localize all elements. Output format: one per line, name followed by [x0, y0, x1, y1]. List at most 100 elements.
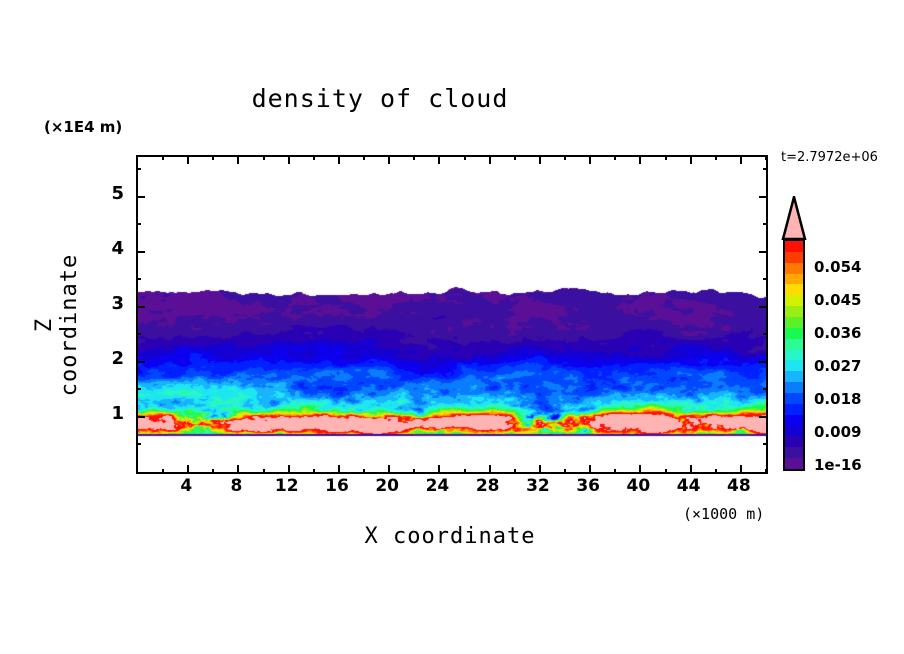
x-axis-tick [212, 469, 215, 474]
y-axis-tick [136, 333, 141, 336]
colorbar-band [785, 413, 803, 426]
y-axis-tick [136, 250, 145, 253]
colorbar-band [785, 261, 803, 274]
x-axis-tick [614, 155, 617, 160]
x-axis-tick [187, 465, 190, 474]
x-axis-title: X coordinate [364, 524, 536, 549]
x-axis-tick [564, 155, 567, 160]
y-axis-tick [763, 278, 768, 281]
x-axis-tick [463, 155, 466, 160]
x-axis-tick-label: 40 [626, 476, 651, 496]
y-axis-tick [136, 223, 141, 226]
x-axis-tick [714, 469, 717, 474]
y-axis-tick [136, 443, 141, 446]
x-axis-tick-label: 36 [576, 476, 600, 496]
colorbar-band [785, 369, 803, 383]
colorbar [783, 239, 805, 471]
x-axis-tick [287, 465, 290, 474]
x-axis-tick [438, 155, 441, 164]
x-axis-tick [262, 155, 265, 160]
colorbar-band [785, 391, 803, 404]
y-axis-tick [763, 223, 768, 226]
y-axis-tick [136, 168, 141, 171]
colorbar-band [785, 445, 803, 459]
x-axis-tick [312, 155, 315, 160]
colorbar-tick-label: 1e-16 [814, 456, 862, 474]
x-axis-tick [714, 155, 717, 160]
colorbar-band [785, 337, 803, 350]
x-axis-tick [614, 469, 617, 474]
x-axis-tick [664, 155, 667, 160]
x-axis-tick [237, 465, 240, 474]
z-axis-unit-label: (×1E4 m) [44, 118, 123, 136]
colorbar-band [785, 358, 803, 372]
x-axis-tick [262, 469, 265, 474]
y-axis-tick [763, 168, 768, 171]
x-axis-tick [765, 469, 767, 474]
colorbar-band [785, 424, 803, 437]
x-axis-tick [639, 465, 642, 474]
colorbar-tick-label: 0.018 [814, 390, 862, 408]
time-annotation: t=2.7972e+06 [781, 150, 878, 165]
x-axis-tick-label: 28 [475, 476, 500, 496]
x-axis-tick [413, 155, 416, 160]
colorbar-band [785, 380, 803, 393]
y-axis-tick [759, 195, 768, 198]
colorbar-band [785, 239, 803, 252]
y-axis-tick [763, 443, 768, 446]
colorbar-band [785, 282, 803, 296]
x-axis-tick [513, 155, 516, 160]
x-axis-tick [438, 465, 441, 474]
x-axis-tick [287, 155, 290, 164]
x-axis-tick [162, 469, 165, 474]
colorbar-band [785, 293, 803, 307]
y-axis-tick-label: 4 [111, 237, 124, 259]
x-axis-tick-label: 24 [425, 476, 450, 496]
x-axis-tick-label: 44 [676, 476, 701, 496]
colorbar-band [785, 304, 803, 317]
y-axis-tick [136, 388, 141, 391]
x-axis-tick [187, 155, 190, 164]
colorbar-tick-label: 0.027 [814, 357, 862, 375]
y-axis-tick [136, 360, 145, 363]
x-axis-tick [513, 469, 516, 474]
x-axis-tick [212, 155, 215, 160]
x-axis-tick-label: 20 [375, 476, 400, 496]
x-axis-tick-label: 32 [526, 476, 550, 496]
y-axis-tick [759, 250, 768, 253]
y-axis-tick [136, 415, 145, 418]
x-axis-tick [488, 465, 491, 474]
y-axis-tick [763, 333, 768, 336]
colorbar-band [785, 250, 803, 263]
y-axis-tick [136, 305, 145, 308]
y-axis-tick-label: 3 [111, 292, 124, 314]
x-axis-unit-label: (×1000 m) [683, 505, 765, 523]
y-axis-tick-label: 2 [111, 347, 124, 369]
colorbar-band [785, 272, 803, 285]
x-axis-tick [739, 465, 742, 474]
colorbar-band [785, 326, 803, 339]
y-axis-tick [759, 360, 768, 363]
contour-field [138, 157, 766, 472]
x-axis-tick-label: 8 [230, 476, 243, 496]
colorbar-tick-label: 0.009 [814, 423, 862, 441]
x-axis-tick [162, 155, 165, 160]
x-axis-tick [388, 465, 391, 474]
y-axis-tick [136, 278, 141, 281]
colorbar-band [785, 434, 803, 448]
plot-area [136, 155, 768, 474]
colorbar-band [785, 315, 803, 328]
y-axis-tick [759, 415, 768, 418]
colorbar-band [785, 348, 803, 361]
y-axis-tick [136, 195, 145, 198]
x-axis-tick [363, 155, 366, 160]
x-axis-tick [337, 155, 340, 164]
x-axis-tick [237, 155, 240, 164]
page-title: density of cloud [251, 84, 509, 113]
x-axis-tick [488, 155, 491, 164]
y-axis-tick [759, 305, 768, 308]
x-axis-tick [538, 155, 541, 164]
x-axis-tick-label: 12 [274, 476, 299, 496]
x-axis-tick [388, 155, 391, 164]
